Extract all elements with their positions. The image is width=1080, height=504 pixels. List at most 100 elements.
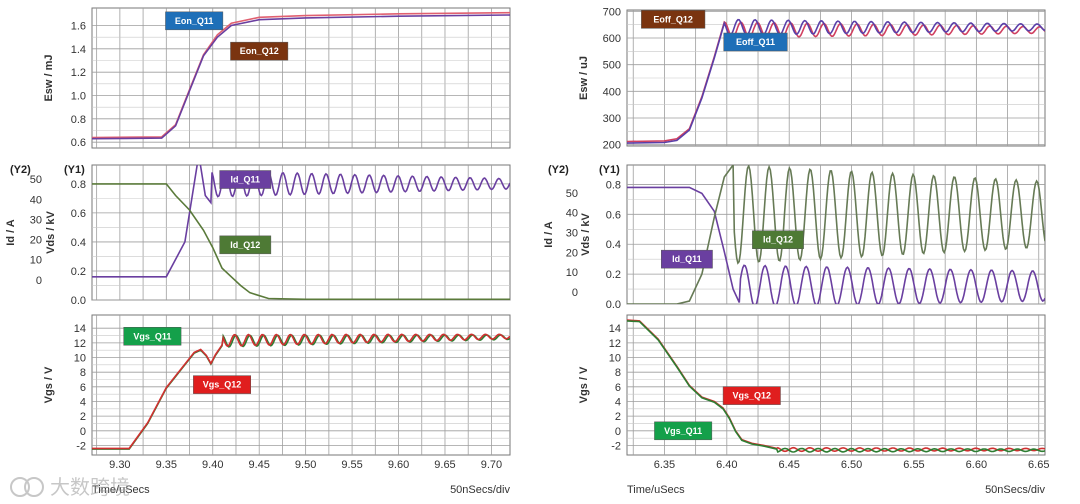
panel-1: 0.6 0.8 1.0 1.2 1.4 1.6 Esw / mJ Eon_Q11 Eon_Q12 bbox=[43, 7, 511, 149]
x-tick-label: 6.40 bbox=[716, 459, 737, 471]
y-tick-label: 0.8 bbox=[606, 179, 621, 191]
y-tick-label: 200 bbox=[603, 140, 621, 152]
y-tick-label: 600 bbox=[603, 33, 621, 45]
x-tick-label: 9.65 bbox=[434, 459, 455, 471]
y-axis-label: Esw / uJ bbox=[578, 56, 590, 100]
x-tick-label: 9.40 bbox=[202, 459, 223, 471]
y-tick-label: 400 bbox=[603, 86, 621, 98]
y2-axis-label: Id / A bbox=[543, 221, 555, 248]
y-tick-label: 1.6 bbox=[71, 21, 86, 33]
label-box bbox=[654, 421, 713, 441]
x-axis-time-label: Time/uSecs bbox=[627, 484, 685, 496]
y-tick-label: 500 bbox=[603, 60, 621, 72]
y-tick-label: 700 bbox=[603, 6, 621, 18]
y-tick-label: 0.2 bbox=[71, 266, 86, 278]
y-tick-label: 1.4 bbox=[71, 44, 86, 56]
y-tick-label: 1.0 bbox=[71, 91, 86, 103]
y2-tick-label: 10 bbox=[566, 267, 578, 279]
x-tick-label: 6.35 bbox=[654, 459, 675, 471]
x-tick-label: 9.55 bbox=[341, 459, 362, 471]
y2-tick-label: 10 bbox=[30, 255, 42, 267]
x-tick-label: 6.55 bbox=[903, 459, 924, 471]
y-tick-label: 6 bbox=[615, 382, 621, 394]
x-tick-label: 9.50 bbox=[295, 459, 316, 471]
panel-1: 200 300 400 500 600 700 Esw / uJ Eoff_Q12 Eoff_Q… bbox=[578, 6, 1046, 152]
y1-axis-tag: (Y1) bbox=[64, 164, 85, 176]
label-text: Eon_Q12 bbox=[240, 46, 279, 56]
y-tick-label: 0.0 bbox=[606, 299, 621, 311]
label-text: Id_Q12 bbox=[230, 240, 260, 250]
y-tick-label: 2 bbox=[80, 411, 86, 423]
label-text: Vgs_Q11 bbox=[664, 426, 702, 436]
label-box bbox=[219, 235, 272, 255]
series-vgs-q11 bbox=[627, 320, 1045, 453]
y-tick-label: 4 bbox=[615, 396, 621, 408]
series-eoff-q11 bbox=[627, 18, 1045, 144]
y-tick-label: 4 bbox=[80, 396, 86, 408]
x-axis-div-label: 50nSecs/div bbox=[450, 484, 510, 496]
y-tick-label: 8 bbox=[80, 367, 86, 379]
y-tick-label: 0.6 bbox=[71, 137, 86, 149]
y2-tick-label: 50 bbox=[566, 188, 578, 200]
label-text: Vgs_Q12 bbox=[733, 391, 772, 401]
x-axis-time-label: Time/uSecs bbox=[92, 484, 150, 496]
panel-3: -2 0 2 4 6 8 10 12 14 Vgs / V Vgs_Q11 Vgs_Q12 bbox=[43, 314, 511, 456]
label-id-q11: Id_Q11 bbox=[661, 249, 713, 269]
y2-tick-label: 40 bbox=[30, 194, 42, 206]
label-text: Id_Q11 bbox=[672, 254, 702, 264]
x-tick-label: 9.45 bbox=[248, 459, 269, 471]
label-box bbox=[723, 32, 788, 52]
series-vds-q12 bbox=[92, 183, 510, 300]
y2-tick-label: 50 bbox=[30, 174, 42, 186]
y-tick-label: 0.8 bbox=[71, 179, 86, 191]
y2-tick-label: 30 bbox=[30, 214, 42, 226]
y-tick-label: 0.6 bbox=[606, 209, 621, 221]
y-tick-label: 0.2 bbox=[606, 269, 621, 281]
x-axis-div-label: 50nSecs/div bbox=[985, 484, 1045, 496]
label-id-q12: Id_Q12 bbox=[219, 235, 272, 255]
label-box bbox=[165, 11, 224, 31]
label-text: Vgs_Q12 bbox=[203, 380, 242, 390]
label-box bbox=[641, 10, 706, 29]
label-box bbox=[193, 375, 251, 394]
y2-axis-label: Id / A bbox=[5, 219, 17, 246]
series-eon-q12 bbox=[92, 14, 510, 140]
y-tick-label: 2 bbox=[615, 411, 621, 423]
label-vgs-q11: Vgs_Q11 bbox=[123, 327, 182, 346]
y-tick-label: 12 bbox=[609, 338, 621, 350]
x-tick-label: 6.65 bbox=[1028, 459, 1049, 471]
y-tick-label: 6 bbox=[80, 382, 86, 394]
y-tick-label: 10 bbox=[74, 353, 86, 365]
y-tick-label: 0.0 bbox=[71, 295, 86, 307]
y-axis-label: Vds / kV bbox=[580, 212, 592, 255]
label-box bbox=[230, 41, 289, 61]
y-tick-label: -2 bbox=[76, 440, 86, 452]
label-vgs-q12: Vgs_Q12 bbox=[193, 375, 251, 394]
label-text: Eon_Q11 bbox=[175, 16, 214, 26]
y2-axis-tag: (Y2) bbox=[10, 164, 31, 176]
label-eoff-q11: Eoff_Q11 bbox=[723, 32, 788, 52]
label-id-q11: Id_Q11 bbox=[219, 170, 272, 189]
y-tick-label: 0 bbox=[615, 426, 621, 438]
plot-frame bbox=[91, 7, 511, 149]
y1-axis-tag: (Y1) bbox=[599, 164, 620, 176]
label-eon-q12: Eon_Q12 bbox=[230, 41, 289, 61]
x-tick-label: 9.60 bbox=[388, 459, 409, 471]
y2-tick-label: 20 bbox=[30, 235, 42, 247]
y-tick-label: 14 bbox=[609, 323, 621, 335]
label-text: Eoff_Q12 bbox=[653, 14, 693, 24]
y2-tick-label: 0 bbox=[36, 275, 42, 287]
y2-tick-label: 40 bbox=[566, 208, 578, 220]
y-tick-label: 14 bbox=[74, 323, 86, 335]
label-eon-q11: Eon_Q11 bbox=[165, 11, 224, 31]
y2-tick-label: 0 bbox=[572, 287, 578, 299]
y-tick-label: 0.8 bbox=[71, 114, 86, 126]
label-text: Id_Q11 bbox=[231, 175, 261, 185]
panel-2: 0.0 0.2 0.4 0.6 0.8 Vds / kV 0 10 20 30 40 50 Id / A… bbox=[543, 164, 1046, 311]
y-tick-label: 300 bbox=[603, 113, 621, 125]
y-tick-label: 0.6 bbox=[71, 208, 86, 220]
y-tick-label: 0.4 bbox=[606, 239, 621, 251]
y-tick-label: 0 bbox=[80, 426, 86, 438]
